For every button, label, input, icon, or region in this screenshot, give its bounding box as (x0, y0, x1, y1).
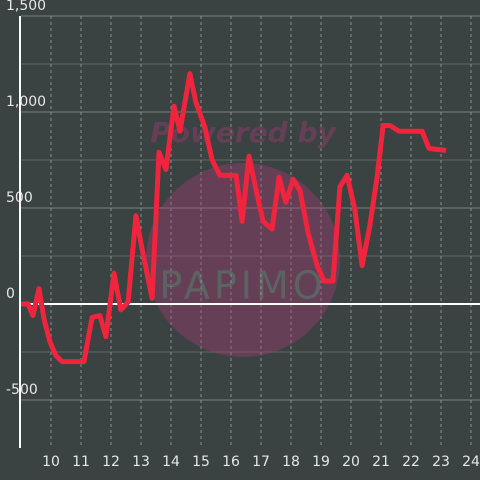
y-tick-label: 0 (6, 286, 15, 302)
watermark-circle (146, 163, 340, 357)
x-tick-label: 13 (132, 454, 150, 470)
x-tick-label: 12 (102, 454, 120, 470)
x-tick-label: 19 (312, 454, 330, 470)
x-tick-label: 21 (372, 454, 390, 470)
x-tick-label: 17 (252, 454, 270, 470)
x-tick-label: 10 (42, 454, 60, 470)
x-tick-label: 15 (192, 454, 210, 470)
x-tick-label: 11 (72, 454, 90, 470)
watermark-logo: PAPIMO (159, 264, 326, 308)
x-tick-label: 22 (402, 454, 420, 470)
x-tick-label: 23 (432, 454, 450, 470)
data-line (21, 71, 447, 365)
x-tick-label: 24 (462, 454, 480, 470)
y-tick-label: -500 (6, 382, 38, 398)
y-tick-label: 1,000 (6, 94, 46, 110)
x-tick-label: 18 (282, 454, 300, 470)
x-tick-label: 16 (222, 454, 240, 470)
x-tick-label: 14 (162, 454, 180, 470)
x-tick-label: 20 (342, 454, 360, 470)
y-tick-label: 1,500 (6, 0, 46, 14)
